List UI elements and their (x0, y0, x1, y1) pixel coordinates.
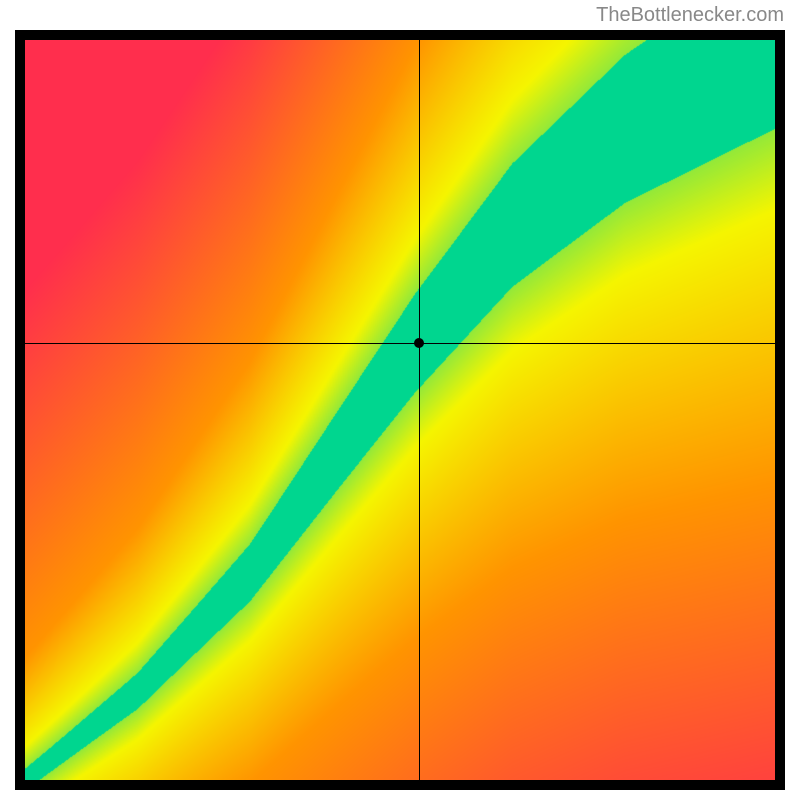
chart-container: TheBottlenecker.com (0, 0, 800, 800)
chart-plot-area (15, 30, 785, 790)
crosshair-horizontal (25, 343, 775, 344)
selection-marker (414, 338, 424, 348)
watermark-text: TheBottlenecker.com (596, 4, 784, 27)
bottleneck-heatmap (25, 40, 775, 780)
crosshair-vertical (419, 40, 420, 780)
